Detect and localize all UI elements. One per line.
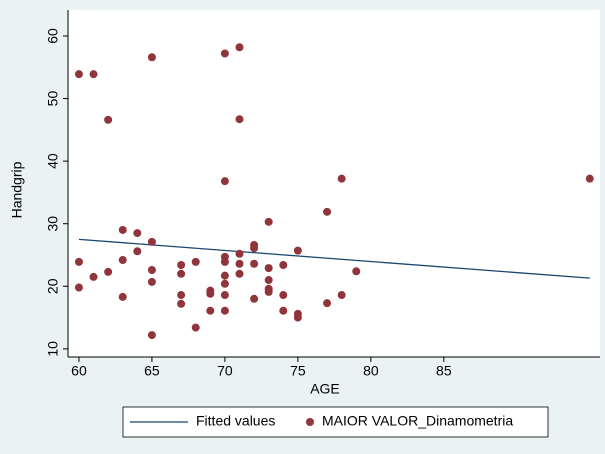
y-tick-label: 30: [45, 216, 61, 232]
point: [279, 261, 288, 270]
point: [293, 313, 302, 322]
point: [206, 306, 215, 315]
point: [74, 257, 83, 266]
x-tick-label: 85: [436, 363, 452, 379]
x-axis-title: AGE: [310, 381, 340, 397]
point: [264, 287, 273, 296]
point: [177, 299, 186, 308]
point: [323, 299, 332, 308]
point: [74, 283, 83, 292]
point: [133, 229, 142, 238]
y-tick-label: 20: [45, 278, 61, 294]
x-tick-label: 60: [71, 363, 87, 379]
x-tick-label: 80: [363, 363, 379, 379]
point: [220, 49, 229, 58]
point: [89, 70, 98, 79]
point: [147, 266, 156, 275]
x-tick-label: 70: [217, 363, 233, 379]
point: [264, 276, 273, 285]
y-tick-label: 60: [45, 28, 61, 44]
point: [104, 267, 113, 276]
point: [235, 43, 244, 52]
point: [177, 261, 186, 270]
point: [220, 291, 229, 300]
point: [220, 306, 229, 315]
point: [279, 291, 288, 300]
point: [264, 217, 273, 226]
point: [337, 291, 346, 300]
legend-label: MAIOR VALOR_Dinamometria: [322, 413, 513, 429]
point: [147, 277, 156, 286]
point: [118, 292, 127, 301]
point: [235, 115, 244, 124]
point: [147, 331, 156, 340]
point: [133, 247, 142, 256]
point: [118, 256, 127, 265]
legend: [122, 406, 549, 438]
plot-area: [68, 10, 600, 357]
point: [323, 207, 332, 216]
point: [191, 323, 200, 332]
point: [89, 272, 98, 281]
point: [235, 249, 244, 258]
point: [220, 257, 229, 266]
point: [250, 294, 259, 303]
point: [235, 259, 244, 268]
point: [147, 237, 156, 246]
point: [177, 269, 186, 278]
point: [585, 174, 594, 183]
point: [206, 289, 215, 298]
point: [220, 279, 229, 288]
point: [352, 267, 361, 276]
fitted-line: [78, 238, 590, 279]
y-tick-label: 10: [45, 341, 61, 357]
point: [264, 264, 273, 273]
x-tick-label: 75: [290, 363, 306, 379]
y-tick-label: 50: [45, 91, 61, 107]
point: [147, 53, 156, 62]
point: [250, 259, 259, 268]
point: [220, 271, 229, 280]
point: [220, 177, 229, 186]
point: [279, 306, 288, 315]
y-axis-title: Handgrip: [9, 161, 25, 218]
legend-point: [306, 418, 314, 426]
point: [191, 257, 200, 266]
point: [74, 70, 83, 79]
y-tick-label: 40: [45, 153, 61, 169]
x-tick-label: 65: [144, 363, 160, 379]
legend-label: Fitted values: [196, 413, 275, 429]
point: [177, 291, 186, 300]
point: [337, 174, 346, 183]
point: [118, 225, 127, 234]
point: [235, 269, 244, 278]
point: [293, 246, 302, 255]
point: [104, 115, 113, 124]
point: [250, 244, 259, 253]
